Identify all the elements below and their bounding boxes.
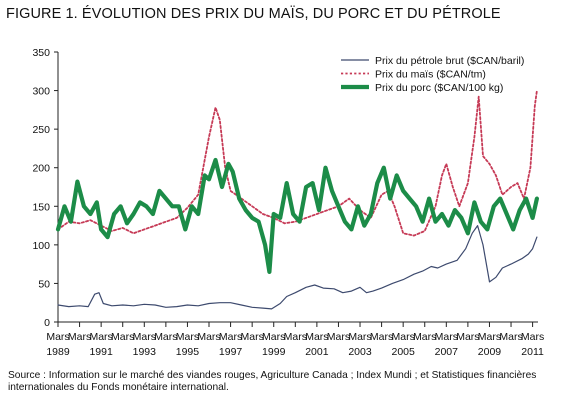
chart-axes: 050100150200250300350Mars1989MarsMars199… xyxy=(32,47,544,358)
x-tick-year-label: 1989 xyxy=(46,346,70,358)
x-tick-label: Mars xyxy=(240,331,263,343)
x-tick-label: Mars xyxy=(262,331,285,343)
x-tick-label: Mars xyxy=(348,331,371,343)
series-line-3 xyxy=(55,157,539,274)
y-tick-label: 50 xyxy=(38,278,50,290)
x-tick-year-label: 2011 xyxy=(521,346,544,358)
x-tick-label: Mars xyxy=(370,331,393,343)
x-tick-label: Mars xyxy=(68,331,91,343)
x-tick-year-label: 2003 xyxy=(348,346,372,358)
x-tick-label: Mars xyxy=(133,331,156,343)
x-tick-label: Mars xyxy=(284,331,307,343)
y-tick-label: 100 xyxy=(32,240,50,252)
x-tick-year-label: 2001 xyxy=(305,346,329,358)
legend-label-2: Prix du maïs ($CAN/tm) xyxy=(375,69,486,81)
x-tick-year-label: 2007 xyxy=(435,346,459,358)
x-tick-label: Mars xyxy=(154,331,177,343)
figure-title: FIGURE 1. ÉVOLUTION DES PRIX DU MAÏS, DU… xyxy=(6,6,501,22)
x-tick-year-label: 1991 xyxy=(89,346,113,358)
y-tick-label: 250 xyxy=(32,124,50,136)
x-tick-label: Mars xyxy=(305,331,328,343)
legend-label-3: Prix du porc ($CAN/100 kg) xyxy=(375,82,503,94)
x-tick-year-label: 2005 xyxy=(391,346,415,358)
x-tick-label: Mars xyxy=(413,331,436,343)
y-tick-label: 0 xyxy=(44,317,50,329)
y-tick-label: 150 xyxy=(32,201,50,213)
x-tick-label: Mars xyxy=(176,331,199,343)
line-chart: 050100150200250300350Mars1989MarsMars199… xyxy=(32,47,544,358)
x-tick-label: Mars xyxy=(499,331,522,343)
x-tick-label: Mars xyxy=(391,331,414,343)
chart-series xyxy=(55,89,539,310)
y-tick-label: 300 xyxy=(32,86,50,98)
x-tick-year-label: 1995 xyxy=(176,346,200,358)
series-line-1 xyxy=(57,225,538,310)
x-tick-label: Mars xyxy=(46,331,69,343)
x-tick-label: Mars xyxy=(435,331,458,343)
x-tick-year-label: 1997 xyxy=(219,346,243,358)
x-tick-label: Mars xyxy=(89,331,112,343)
y-tick-label: 200 xyxy=(32,163,50,175)
x-tick-year-label: 1993 xyxy=(133,346,157,358)
series-line-2 xyxy=(57,89,538,237)
legend-label-1: Prix du pétrole brut ($CAN/baril) xyxy=(375,55,524,67)
x-tick-label: Mars xyxy=(478,331,501,343)
x-tick-label: Mars xyxy=(456,331,479,343)
x-tick-label: Mars xyxy=(327,331,350,343)
source-note: Source : Information sur le marché des v… xyxy=(8,370,537,393)
y-tick-label: 350 xyxy=(32,47,50,59)
x-tick-label: Mars xyxy=(521,331,544,343)
x-tick-year-label: 1999 xyxy=(262,346,286,358)
chart-legend: Prix du pétrole brut ($CAN/baril) Prix du… xyxy=(341,55,524,94)
x-tick-label: Mars xyxy=(219,331,242,343)
x-tick-year-label: 2009 xyxy=(478,346,502,358)
x-tick-label: Mars xyxy=(111,331,134,343)
x-tick-label: Mars xyxy=(197,331,220,343)
